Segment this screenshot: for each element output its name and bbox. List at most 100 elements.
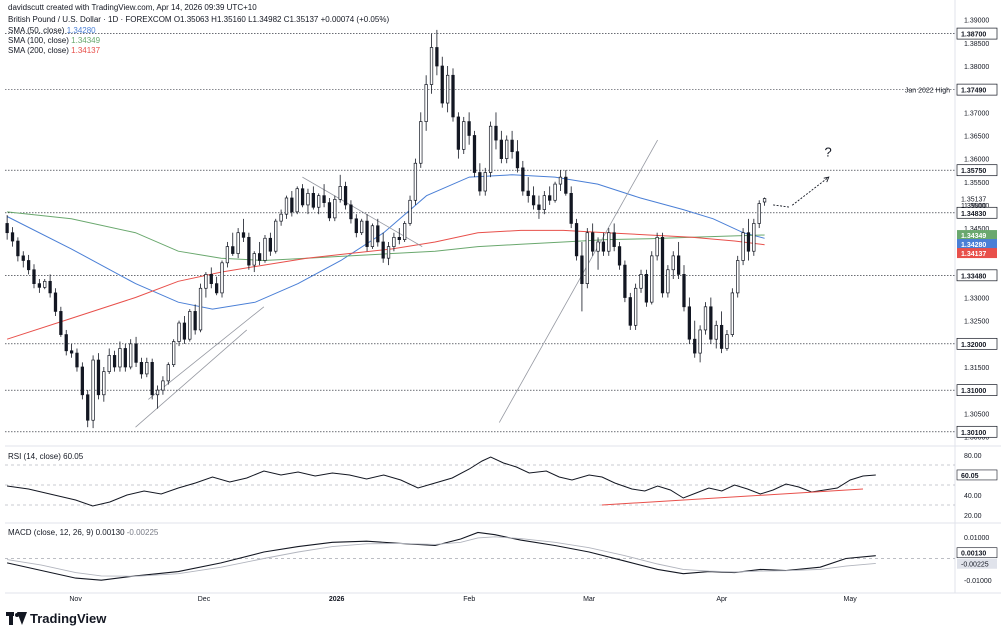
candle-down [687,306,691,340]
candle-down [354,218,358,234]
candle-up [698,329,702,354]
candle-up [488,125,493,173]
trendline [135,329,248,428]
macd-legend[interactable]: MACD (close, 12, 26, 9) 0.00130 -0.00225 [8,528,158,537]
candle-down [531,195,536,206]
horizontal-level-tag [956,206,998,219]
price-tag-label: 1.34280 [961,242,986,249]
candle-up [177,322,181,342]
rsi-legend-value: 60.05 [63,452,84,461]
candle-up [703,306,708,331]
candle-up [558,176,563,185]
candle-up [145,362,149,375]
sma-line [7,211,765,262]
price-axis-tick-label: 1.38000 [964,64,989,71]
legend-sma50-value: 1.34280 [66,26,96,35]
candle-up [655,236,659,257]
candle-down [69,350,74,354]
macd-legend-label: MACD (close, 12, 26, 9) [8,528,94,537]
price-axis-tick-label: 1.37000 [964,110,989,117]
legend-sma200-value: 1.34137 [71,46,101,55]
tradingview-icon [6,612,27,625]
trendline [498,139,658,423]
candle-down [521,167,525,192]
legend-sma100-value: 1.34349 [71,36,101,45]
candle-up [252,253,256,266]
candle-up [639,274,643,289]
price-axis-tick-label: 1.34500 [964,226,989,233]
legend-sma200[interactable]: SMA (200, close) 1.34137 [8,46,100,56]
tradingview-wordmark: TradingView [30,611,107,626]
candle-down [349,204,353,220]
price-axis-tick-label: 1.33000 [964,296,989,303]
candle-up [129,343,133,368]
legend-sma100[interactable]: SMA (100, close) 1.34349 [8,36,100,46]
candle-up [198,287,203,331]
candle-down [322,195,326,203]
candle-up [188,311,192,340]
time-axis-tick-label: Nov [69,596,82,603]
rsi-axis-tick-label: 20.00 [964,513,982,520]
candle-up [666,269,670,294]
candle-up [306,192,310,206]
candle-down [494,125,498,141]
candle-down [617,246,622,266]
candle-up [730,292,734,335]
candle-up [505,139,509,159]
macd-legend-value: 0.00130 [95,528,125,537]
candle-up [413,162,418,201]
candle-down [257,253,262,261]
legend-sma50-label: SMA (50, close) [8,26,65,35]
candle-up [424,84,428,122]
rsi-trendline [601,488,864,506]
rsi-value-tag [956,469,998,481]
candle-up [714,324,718,340]
price-axis-tick-label: 1.35000 [964,203,989,210]
horizontal-level-tag [956,27,998,40]
candle-up [118,348,122,368]
macd-signal-tag-label: -0.00225 [961,562,989,569]
horizontal-level-note: Jan 2022 High [905,88,950,95]
tradingview-logo[interactable]: TradingView [6,611,106,626]
candle-up [263,237,267,261]
candle-up [91,359,95,421]
candle-down [241,232,246,238]
candle-up [596,241,600,252]
candle-up [671,255,675,271]
candle-up [462,121,466,150]
price-axis-tick-label: 1.35500 [964,180,989,187]
candle-up [725,334,729,349]
price-axis-tick-label: 1.36000 [964,157,989,164]
candle-down [209,274,213,284]
candle-down [86,394,90,421]
candle-down [467,121,471,136]
horizontal-level-label: 1.37490 [961,88,986,95]
time-axis-tick-label: Feb [463,596,475,603]
legend-sma200-label: SMA (200, close) [8,46,69,55]
candle-down [746,232,751,252]
candle-down [32,269,36,284]
candle-down [381,241,385,259]
candle-down [123,348,127,368]
symbol-info[interactable]: British Pound / U.S. Dollar · 1D · FOREX… [8,15,390,24]
price-tag-label: 1.34349 [961,233,986,240]
price-axis-tick-label: 1.36500 [964,133,989,140]
price-tag-label: 1.35137 [961,197,986,204]
candle-down [628,297,632,326]
candle-up [757,203,761,224]
horizontal-level-tag [956,164,998,177]
horizontal-level-label: 1.38700 [961,32,986,39]
rsi-line [7,456,876,507]
chart-credit: davidscutt created with TradingView.com,… [8,3,257,12]
candle-down [75,352,79,368]
candle-down [580,255,584,284]
candle-down [64,334,68,352]
macd-signal-line [7,536,876,577]
macd-line [6,531,876,581]
horizontal-level-tag [956,269,998,282]
trendline [302,176,423,247]
rsi-legend[interactable]: RSI (14, close) 60.05 [8,452,83,461]
legend-sma50[interactable]: SMA (50, close) 1.34280 [8,26,96,36]
price-axis-tick-label: 1.39000 [964,18,989,25]
